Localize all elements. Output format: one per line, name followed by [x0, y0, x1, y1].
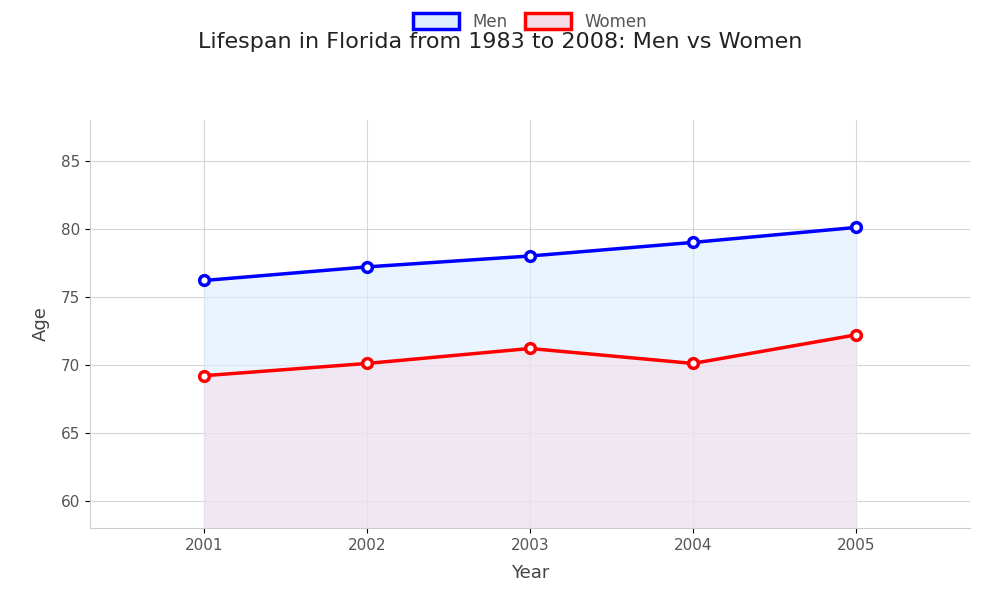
X-axis label: Year: Year	[511, 564, 549, 582]
Text: Lifespan in Florida from 1983 to 2008: Men vs Women: Lifespan in Florida from 1983 to 2008: M…	[198, 32, 802, 52]
Legend: Men, Women: Men, Women	[406, 6, 654, 37]
Y-axis label: Age: Age	[32, 307, 50, 341]
